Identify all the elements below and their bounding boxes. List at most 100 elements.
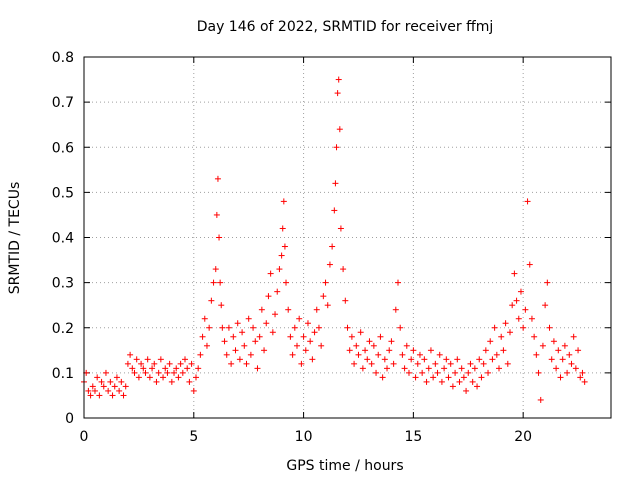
data-point <box>256 333 263 340</box>
y-tick-label: 0.5 <box>52 185 74 201</box>
data-point <box>445 374 452 381</box>
data-point <box>559 356 566 363</box>
data-point <box>403 342 410 349</box>
data-point <box>438 378 445 385</box>
data-point <box>142 369 149 376</box>
data-point <box>254 365 261 372</box>
data-point <box>243 360 250 367</box>
data-point <box>528 315 535 322</box>
data-point <box>120 392 127 399</box>
data-point <box>348 333 355 340</box>
data-point <box>188 360 195 367</box>
data-point <box>412 374 419 381</box>
data-point <box>333 144 340 151</box>
data-point <box>564 369 571 376</box>
data-point <box>342 297 349 304</box>
data-point <box>336 126 343 133</box>
data-point <box>318 342 325 349</box>
data-point <box>392 306 399 313</box>
data-point <box>513 297 520 304</box>
data-point <box>408 356 415 363</box>
data-point <box>278 252 285 259</box>
data-point <box>476 356 483 363</box>
data-point <box>203 342 210 349</box>
data-point <box>89 383 96 390</box>
data-point <box>326 261 333 268</box>
data-point <box>124 360 131 367</box>
data-point <box>177 360 184 367</box>
data-point <box>320 293 327 300</box>
data-point <box>267 270 274 277</box>
data-point <box>443 356 450 363</box>
data-point <box>489 356 496 363</box>
data-point <box>131 369 138 376</box>
data-point <box>487 338 494 345</box>
data-point <box>190 387 197 394</box>
data-point <box>111 383 118 390</box>
data-point <box>225 324 232 331</box>
data-point <box>355 351 362 358</box>
data-point <box>474 383 481 390</box>
data-point <box>153 378 160 385</box>
data-point <box>118 378 125 385</box>
data-point <box>515 315 522 322</box>
data-point <box>425 365 432 372</box>
data-point <box>561 342 568 349</box>
data-point <box>427 347 434 354</box>
data-point <box>129 365 136 372</box>
data-point <box>102 369 109 376</box>
data-point <box>179 369 186 376</box>
data-point <box>171 369 178 376</box>
data-point <box>414 360 421 367</box>
data-point <box>533 351 540 358</box>
data-point <box>261 347 268 354</box>
data-point <box>449 383 456 390</box>
data-point <box>441 365 448 372</box>
tick-layer: 0 0.1 0.2 0.3 0.4 0.5 0.6 0.7 0.8 0 5 10 15 20 <box>52 50 611 445</box>
data-point <box>210 279 217 286</box>
data-point <box>107 378 114 385</box>
data-point <box>208 297 215 304</box>
data-point <box>570 333 577 340</box>
data-point <box>553 365 560 372</box>
data-point <box>456 378 463 385</box>
data-point <box>517 288 524 295</box>
data-point <box>232 347 239 354</box>
data-point <box>373 369 380 376</box>
data-point <box>337 225 344 232</box>
data-point <box>452 369 459 376</box>
data-point <box>419 369 426 376</box>
data-point <box>116 387 123 394</box>
x-tick-label: 5 <box>189 429 198 445</box>
data-point <box>366 338 373 345</box>
data-point <box>157 356 164 363</box>
data-point <box>197 351 204 358</box>
data-point <box>465 369 472 376</box>
data-point <box>155 369 162 376</box>
data-point <box>184 365 191 372</box>
data-point <box>416 351 423 358</box>
y-axis-label: SRMTID / TECUs <box>7 182 23 295</box>
data-point <box>272 311 279 318</box>
data-point <box>504 360 511 367</box>
data-point <box>140 365 147 372</box>
data-point <box>94 374 101 381</box>
data-point <box>276 266 283 273</box>
plot-frame <box>83 56 612 419</box>
data-point <box>430 374 437 381</box>
data-point <box>223 351 230 358</box>
data-point <box>113 374 120 381</box>
data-point <box>421 356 428 363</box>
data-point <box>122 383 129 390</box>
data-point <box>274 288 281 295</box>
data-point <box>526 261 533 268</box>
data-point <box>87 392 94 399</box>
data-point <box>269 329 276 336</box>
data-point <box>279 225 286 232</box>
data-point <box>96 392 103 399</box>
data-point <box>241 342 248 349</box>
data-point <box>542 302 549 309</box>
data-point <box>331 207 338 214</box>
data-point <box>463 387 470 394</box>
data-point <box>432 360 439 367</box>
